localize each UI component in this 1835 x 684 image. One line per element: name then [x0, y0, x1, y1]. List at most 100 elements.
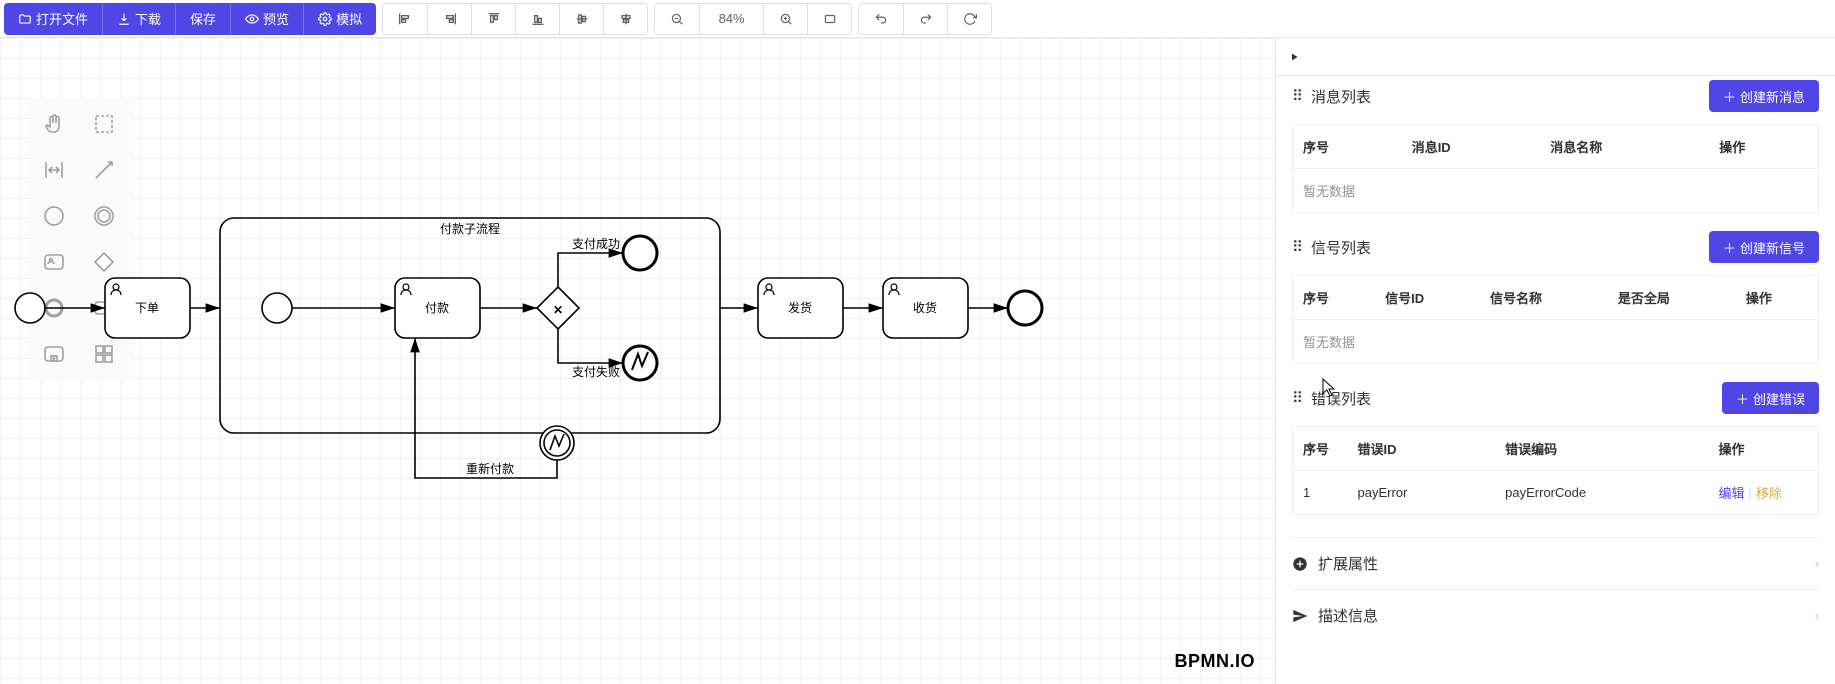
- preview-button[interactable]: 预览: [230, 3, 303, 35]
- download-label: 下载: [135, 9, 161, 28]
- col-op: 操作: [1709, 125, 1818, 169]
- grip-icon: ⠿: [1292, 389, 1303, 407]
- description-label: 描述信息: [1318, 605, 1378, 626]
- open-file-button[interactable]: 打开文件: [4, 3, 102, 35]
- redo-button[interactable]: [903, 4, 947, 34]
- task-ship-label: 发货: [788, 300, 812, 315]
- sub-end-success[interactable]: [623, 236, 657, 270]
- align-group: [382, 3, 648, 35]
- error-idx: 1: [1293, 471, 1348, 515]
- message-list-title: 消息列表: [1311, 86, 1371, 107]
- align-left-icon: [397, 11, 413, 27]
- align-right-button[interactable]: [427, 4, 471, 34]
- zoom-group: 84%: [654, 3, 852, 35]
- success-label: 支付成功: [572, 237, 620, 251]
- chevron-right-icon: ›: [1815, 556, 1819, 571]
- open-file-label: 打开文件: [36, 9, 88, 28]
- align-hcenter-button[interactable]: [559, 4, 603, 34]
- gear-icon: [318, 12, 332, 26]
- remove-link[interactable]: 移除: [1756, 486, 1782, 501]
- play-icon[interactable]: [1288, 51, 1300, 63]
- zoom-in-button[interactable]: [763, 4, 807, 34]
- align-vcenter-icon: [618, 11, 634, 27]
- align-vcenter-button[interactable]: [603, 4, 647, 34]
- task-receive-label: 收货: [913, 300, 937, 315]
- col-global: 是否全局: [1608, 276, 1736, 320]
- fit-icon: [823, 12, 837, 26]
- col-id: 信号ID: [1375, 276, 1480, 320]
- plus-icon: ＋: [1736, 389, 1749, 408]
- watermark: BPMN.IO: [1174, 651, 1255, 672]
- eye-icon: [245, 12, 259, 26]
- send-icon: [1292, 608, 1308, 624]
- refresh-button[interactable]: [947, 4, 991, 34]
- create-signal-label: 创建新信号: [1740, 238, 1805, 257]
- bpmn-canvas[interactable]: 下单 付款子流程 付款 ✕ 支付成功: [0, 38, 1275, 684]
- signal-table: 序号 信号ID 信号名称 是否全局 操作 暂无数据: [1292, 275, 1819, 364]
- grip-icon: ⠿: [1292, 238, 1303, 256]
- message-table: 序号 消息ID 消息名称 操作 暂无数据: [1292, 124, 1819, 213]
- create-error-button[interactable]: ＋创建错误: [1722, 382, 1819, 414]
- zoom-fit-button[interactable]: [807, 4, 851, 34]
- error-table: 序号 错误ID 错误编码 操作 1 payError payErrorCode …: [1292, 426, 1819, 515]
- description-row[interactable]: 描述信息 ›: [1292, 589, 1819, 641]
- save-button[interactable]: 保存: [175, 3, 230, 35]
- sub-end-error[interactable]: [623, 346, 657, 380]
- svg-text:✕: ✕: [553, 303, 563, 317]
- align-left-button[interactable]: [383, 4, 427, 34]
- folder-icon: [18, 12, 32, 26]
- error-id: payError: [1348, 471, 1496, 515]
- start-event[interactable]: [15, 293, 45, 323]
- main-toolbar: 打开文件 下载 保存 预览 模拟 84%: [0, 0, 1835, 38]
- plus-icon: ＋: [1723, 238, 1736, 257]
- download-button[interactable]: 下载: [102, 3, 175, 35]
- col-name: 信号名称: [1480, 276, 1608, 320]
- chevron-right-icon: ›: [1815, 608, 1819, 623]
- simulate-label: 模拟: [336, 9, 362, 28]
- file-button-group: 打开文件 下载 保存 预览 模拟: [4, 3, 376, 35]
- plus-circle-icon: [1292, 556, 1308, 572]
- download-icon: [117, 12, 131, 26]
- signal-list-title: 信号列表: [1311, 237, 1371, 258]
- zoom-out-button[interactable]: [655, 4, 699, 34]
- col-idx: 序号: [1293, 125, 1402, 169]
- col-code: 错误编码: [1495, 427, 1708, 471]
- bpmn-diagram: 下单 付款子流程 付款 ✕ 支付成功: [0, 38, 1275, 684]
- zoom-level: 84%: [699, 4, 763, 34]
- simulate-button[interactable]: 模拟: [303, 3, 376, 35]
- task-order-label: 下单: [135, 301, 159, 315]
- end-event[interactable]: [1008, 291, 1042, 325]
- zoom-out-icon: [670, 12, 684, 26]
- col-op: 操作: [1709, 427, 1819, 471]
- create-signal-button[interactable]: ＋创建新信号: [1709, 231, 1819, 263]
- signal-empty: 暂无数据: [1293, 320, 1819, 364]
- edit-link[interactable]: 编辑: [1719, 486, 1745, 501]
- sub-start[interactable]: [262, 293, 292, 323]
- error-code: payErrorCode: [1495, 471, 1708, 515]
- redo-icon: [919, 12, 933, 26]
- preview-label: 预览: [263, 9, 289, 28]
- retry-label: 重新付款: [466, 461, 514, 476]
- align-top-button[interactable]: [471, 4, 515, 34]
- refresh-icon: [963, 12, 977, 26]
- properties-panel: ⠿消息列表 ＋创建新消息 序号 消息ID 消息名称 操作 暂无数据: [1275, 38, 1835, 684]
- col-idx: 序号: [1293, 427, 1348, 471]
- align-right-icon: [442, 11, 458, 27]
- task-pay-label: 付款: [425, 301, 449, 315]
- align-bottom-icon: [530, 11, 546, 27]
- undo-button[interactable]: [859, 4, 903, 34]
- boundary-error-event[interactable]: [540, 426, 574, 460]
- error-row: 1 payError payErrorCode 编辑|移除: [1293, 471, 1819, 515]
- align-hcenter-icon: [574, 11, 590, 27]
- extension-properties-row[interactable]: 扩展属性 ›: [1292, 537, 1819, 589]
- extension-label: 扩展属性: [1318, 553, 1378, 574]
- col-id: 消息ID: [1402, 125, 1541, 169]
- save-label: 保存: [190, 9, 216, 28]
- align-bottom-button[interactable]: [515, 4, 559, 34]
- undo-icon: [874, 12, 888, 26]
- fail-label: 支付失败: [572, 364, 620, 379]
- create-message-label: 创建新消息: [1740, 87, 1805, 106]
- plus-icon: ＋: [1723, 87, 1736, 106]
- create-message-button[interactable]: ＋创建新消息: [1709, 80, 1819, 112]
- create-error-label: 创建错误: [1753, 389, 1805, 408]
